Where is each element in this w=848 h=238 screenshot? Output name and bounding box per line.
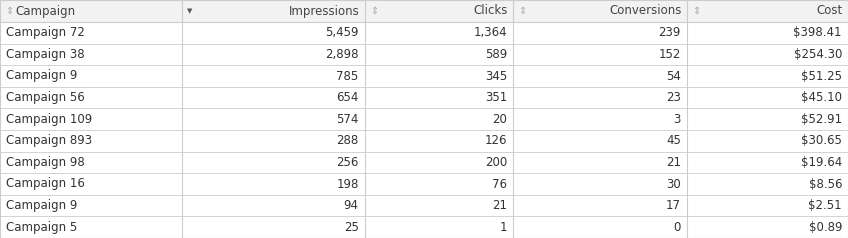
Text: 239: 239 xyxy=(659,26,681,39)
Bar xyxy=(0,65,848,87)
Text: 25: 25 xyxy=(343,221,359,234)
Text: ⇕: ⇕ xyxy=(370,6,377,16)
Text: Campaign 98: Campaign 98 xyxy=(6,156,85,169)
Bar xyxy=(0,22,848,44)
Text: Clicks: Clicks xyxy=(474,5,508,18)
Text: $19.64: $19.64 xyxy=(801,156,842,169)
Text: 0: 0 xyxy=(673,221,681,234)
Text: ⇕: ⇕ xyxy=(518,6,526,16)
Text: $0.89: $0.89 xyxy=(808,221,842,234)
Text: 785: 785 xyxy=(337,69,359,83)
Text: 1,364: 1,364 xyxy=(473,26,507,39)
Text: Cost: Cost xyxy=(817,5,843,18)
Bar xyxy=(0,130,848,152)
Text: Campaign 5: Campaign 5 xyxy=(6,221,77,234)
Text: $2.51: $2.51 xyxy=(808,199,842,212)
Text: Campaign 16: Campaign 16 xyxy=(6,178,85,190)
Text: 94: 94 xyxy=(343,199,359,212)
Text: Campaign 893: Campaign 893 xyxy=(6,134,92,147)
Text: Campaign 56: Campaign 56 xyxy=(6,91,85,104)
Text: $52.91: $52.91 xyxy=(801,113,842,126)
Bar xyxy=(0,44,848,65)
Text: ⇕: ⇕ xyxy=(692,6,700,16)
Text: 17: 17 xyxy=(666,199,681,212)
Text: $254.30: $254.30 xyxy=(794,48,842,61)
Text: $51.25: $51.25 xyxy=(801,69,842,83)
Text: 21: 21 xyxy=(666,156,681,169)
Text: Campaign 72: Campaign 72 xyxy=(6,26,85,39)
Bar xyxy=(0,108,848,130)
Bar xyxy=(0,195,848,216)
Bar xyxy=(0,152,848,173)
Text: 21: 21 xyxy=(492,199,507,212)
Text: ▼: ▼ xyxy=(187,8,192,14)
Bar xyxy=(0,216,848,238)
Text: 1: 1 xyxy=(499,221,507,234)
Text: 30: 30 xyxy=(667,178,681,190)
Text: 3: 3 xyxy=(673,113,681,126)
Bar xyxy=(0,0,848,22)
Text: 20: 20 xyxy=(492,113,507,126)
Text: $30.65: $30.65 xyxy=(801,134,842,147)
Text: 76: 76 xyxy=(492,178,507,190)
Text: Impressions: Impressions xyxy=(289,5,360,18)
Text: 23: 23 xyxy=(666,91,681,104)
Text: 351: 351 xyxy=(485,91,507,104)
Text: 152: 152 xyxy=(659,48,681,61)
Text: Campaign 9: Campaign 9 xyxy=(6,199,77,212)
Text: 200: 200 xyxy=(485,156,507,169)
Text: 45: 45 xyxy=(666,134,681,147)
Text: 345: 345 xyxy=(485,69,507,83)
Text: ⇕: ⇕ xyxy=(5,6,13,16)
Bar xyxy=(0,173,848,195)
Text: 574: 574 xyxy=(337,113,359,126)
Text: 126: 126 xyxy=(484,134,507,147)
Text: Campaign 109: Campaign 109 xyxy=(6,113,92,126)
Text: $398.41: $398.41 xyxy=(794,26,842,39)
Text: Campaign 9: Campaign 9 xyxy=(6,69,77,83)
Text: 256: 256 xyxy=(337,156,359,169)
Text: 5,459: 5,459 xyxy=(325,26,359,39)
Text: Campaign: Campaign xyxy=(15,5,75,18)
Text: 198: 198 xyxy=(337,178,359,190)
Text: Campaign 38: Campaign 38 xyxy=(6,48,85,61)
Text: $8.56: $8.56 xyxy=(808,178,842,190)
Text: 288: 288 xyxy=(337,134,359,147)
Text: $45.10: $45.10 xyxy=(801,91,842,104)
Text: 654: 654 xyxy=(337,91,359,104)
Bar xyxy=(0,87,848,108)
Text: 54: 54 xyxy=(666,69,681,83)
Text: Conversions: Conversions xyxy=(610,5,682,18)
Text: 589: 589 xyxy=(485,48,507,61)
Text: 2,898: 2,898 xyxy=(325,48,359,61)
